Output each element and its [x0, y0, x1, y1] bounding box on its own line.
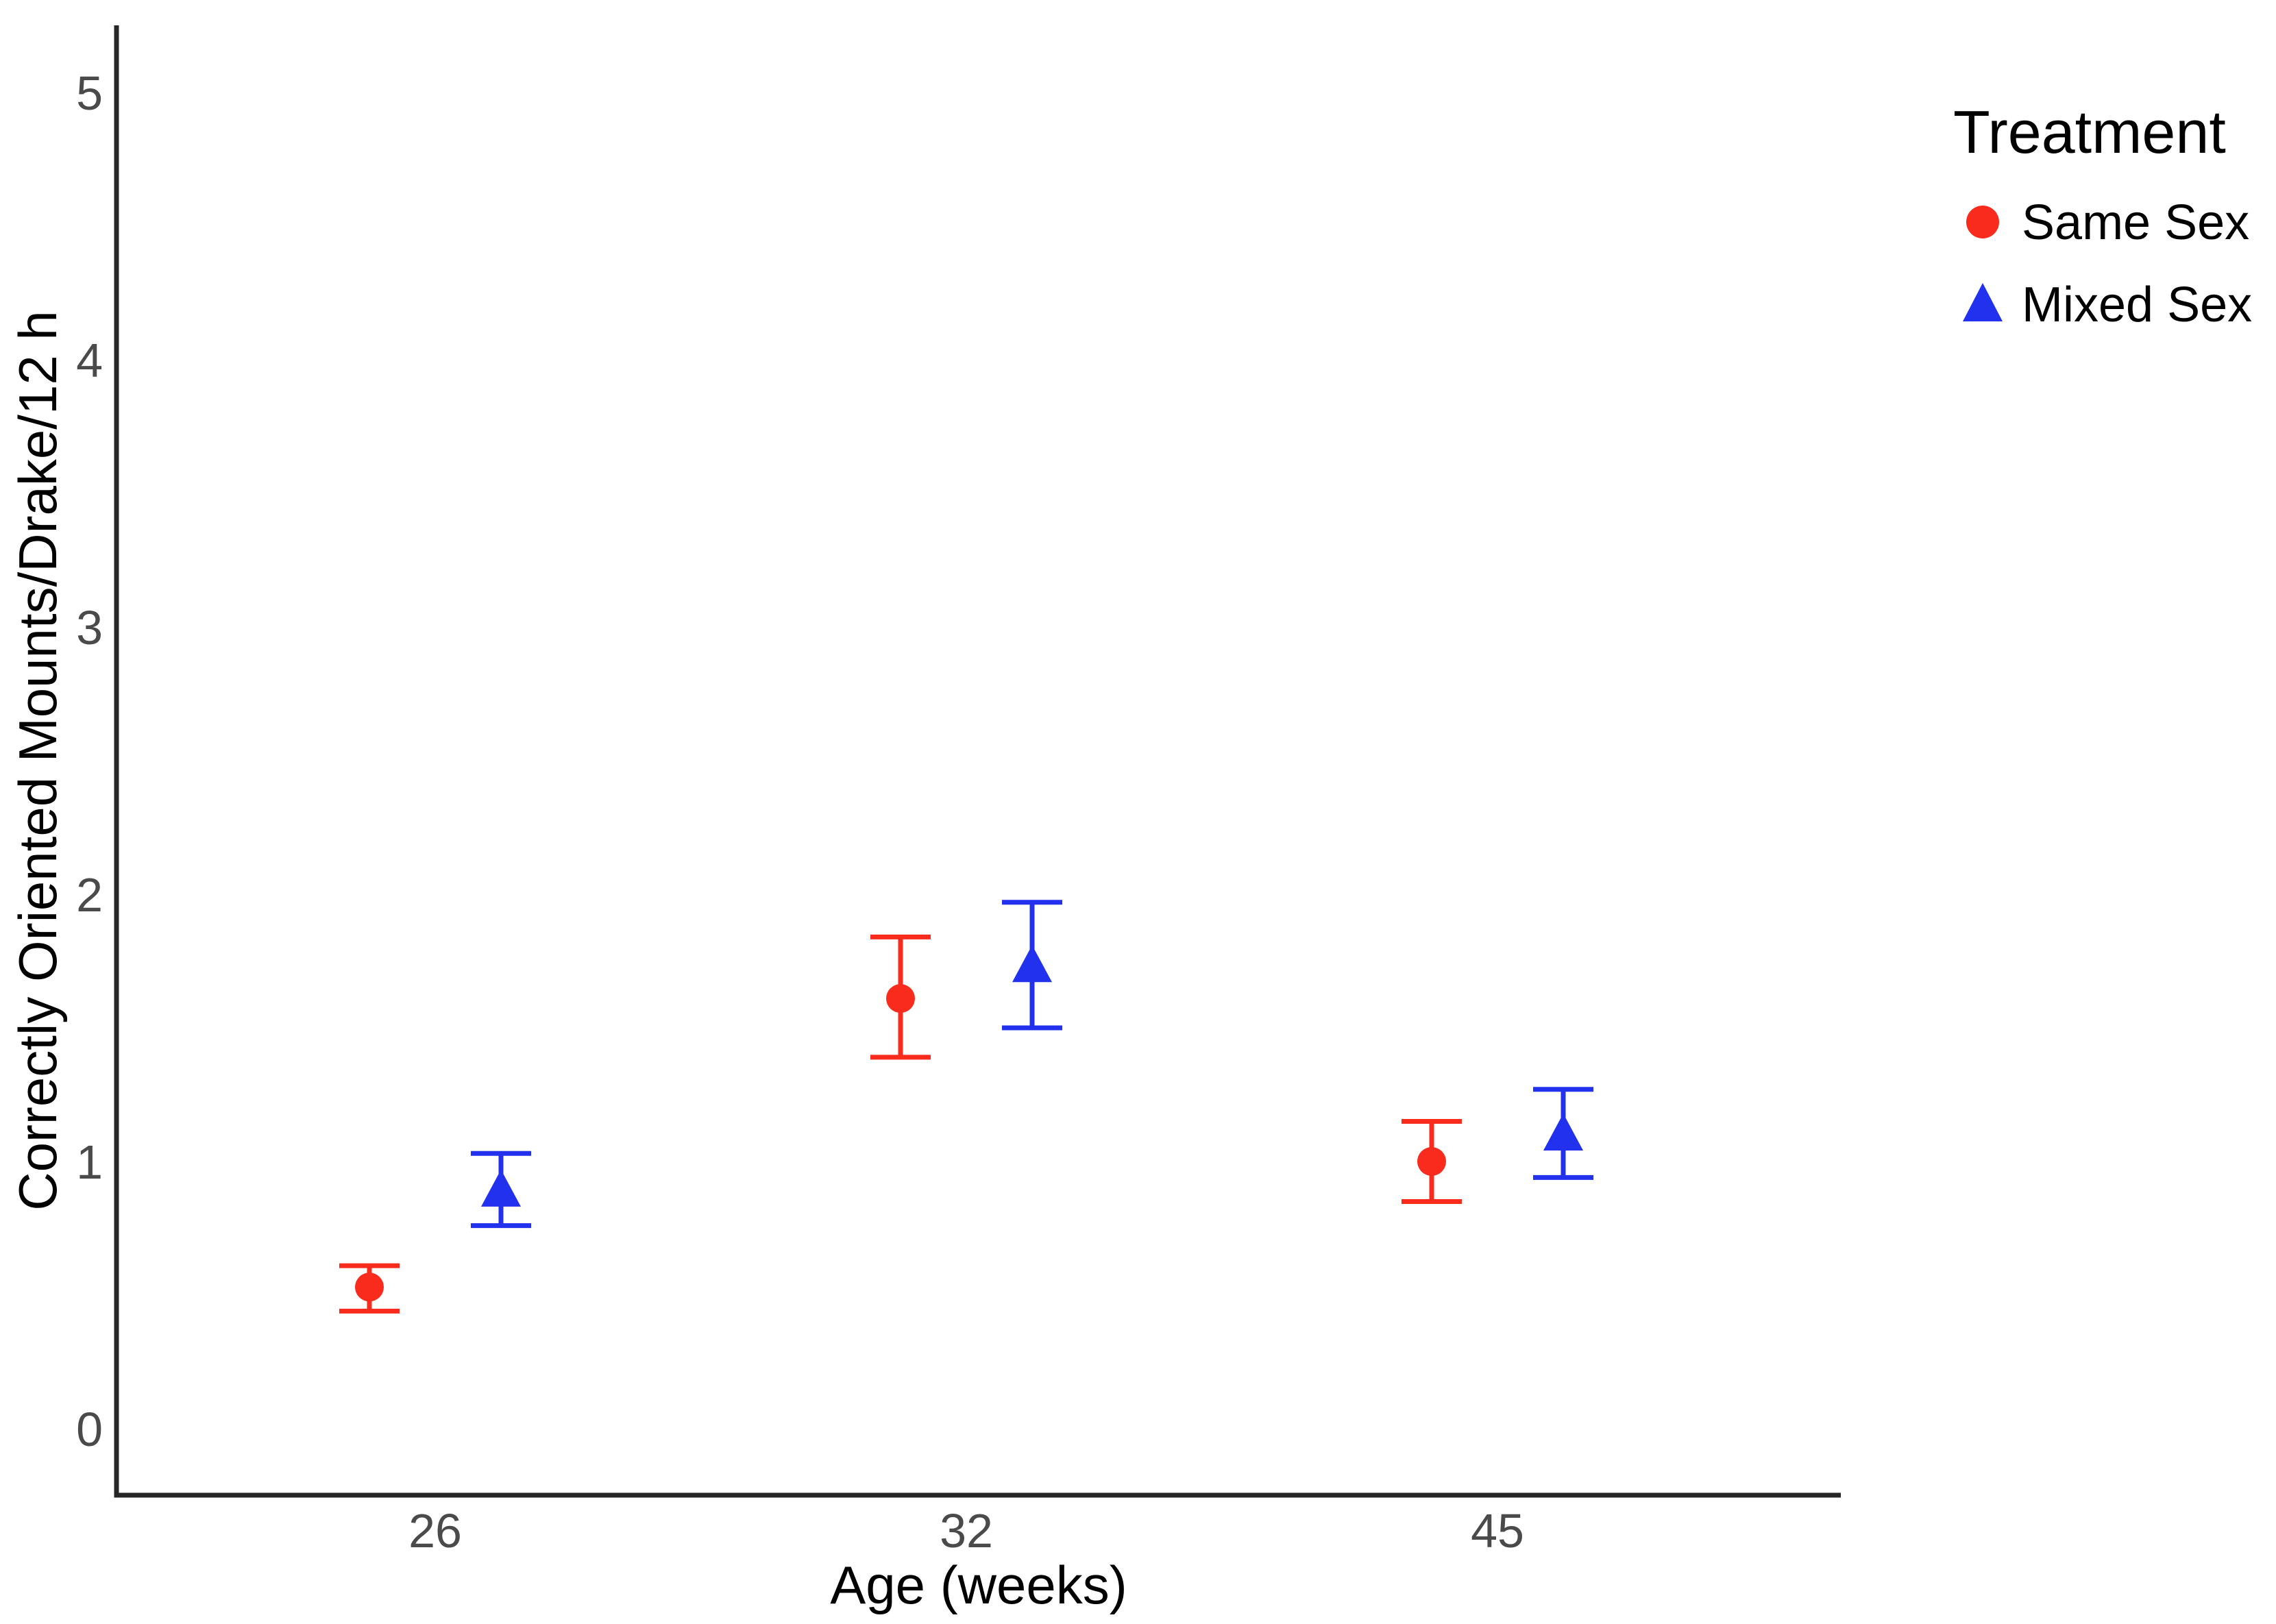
y-tick-label: 5	[76, 66, 103, 120]
legend-title: Treatment	[1953, 98, 2226, 166]
y-tick-label: 3	[76, 601, 103, 654]
y-tick-label: 2	[76, 868, 103, 922]
y-tick-label: 0	[76, 1403, 103, 1456]
x-tick-label: 45	[1471, 1504, 1524, 1558]
x-axis-tick-labels: 26 32 45	[408, 1504, 1524, 1558]
y-axis-title: Correctly Oriented Mounts/Drake/12 h	[8, 310, 68, 1211]
y-tick-label: 1	[76, 1135, 103, 1189]
data-point-circle	[355, 1272, 384, 1302]
data-series-layer	[339, 900, 1593, 1314]
x-axis-title: Age (weeks)	[830, 1555, 1127, 1615]
legend: Treatment Same Sex Mixed Sex	[1953, 98, 2252, 332]
data-point-triangle	[1012, 945, 1052, 983]
y-tick-label: 4	[76, 334, 103, 387]
data-point-triangle	[481, 1169, 521, 1207]
x-tick-label: 32	[940, 1504, 993, 1558]
y-axis-tick-labels: 0 1 2 3 4 5	[76, 66, 103, 1456]
data-point-circle	[886, 984, 915, 1013]
legend-swatch-circle	[1966, 206, 1999, 238]
legend-item-label: Mixed Sex	[2022, 278, 2252, 332]
data-point-triangle	[1543, 1114, 1583, 1151]
legend-swatch-triangle	[1963, 283, 2003, 321]
legend-items: Same Sex Mixed Sex	[1963, 195, 2252, 332]
legend-item-label: Same Sex	[2022, 195, 2249, 250]
data-point-circle	[1417, 1147, 1446, 1176]
x-tick-label: 26	[408, 1504, 462, 1558]
